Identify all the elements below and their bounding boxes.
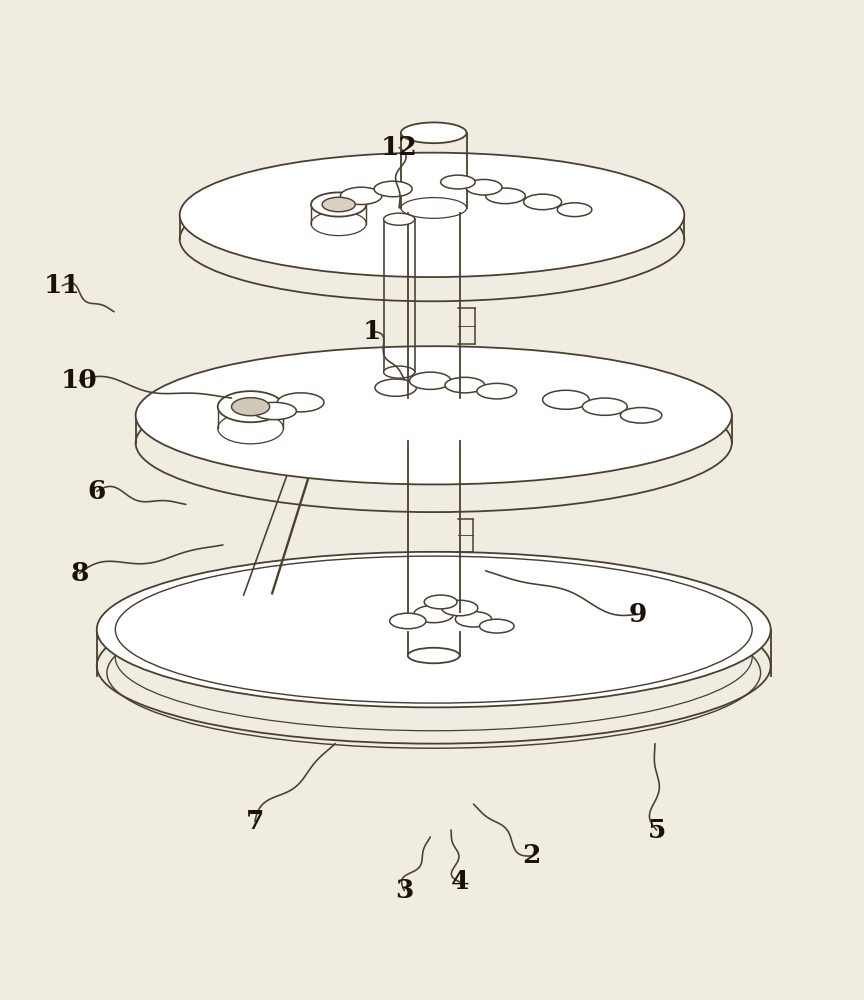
Ellipse shape: [232, 398, 270, 416]
Ellipse shape: [401, 122, 467, 143]
Text: 2: 2: [522, 843, 541, 868]
Ellipse shape: [375, 379, 416, 396]
Text: 1: 1: [362, 319, 381, 344]
Text: 3: 3: [395, 878, 414, 903]
Ellipse shape: [442, 600, 478, 616]
Ellipse shape: [384, 366, 415, 378]
Text: 7: 7: [245, 809, 264, 834]
Ellipse shape: [543, 390, 589, 409]
Ellipse shape: [277, 393, 324, 412]
Ellipse shape: [374, 181, 412, 197]
Text: 9: 9: [628, 602, 647, 627]
Ellipse shape: [441, 175, 475, 189]
Ellipse shape: [410, 372, 451, 389]
Ellipse shape: [322, 197, 355, 212]
Ellipse shape: [97, 552, 771, 707]
Ellipse shape: [445, 377, 485, 393]
Ellipse shape: [524, 194, 562, 210]
Ellipse shape: [480, 619, 514, 633]
Ellipse shape: [384, 213, 415, 225]
Text: 8: 8: [70, 561, 89, 586]
Text: 6: 6: [87, 479, 106, 504]
Ellipse shape: [390, 613, 426, 629]
Ellipse shape: [408, 648, 460, 663]
Ellipse shape: [486, 188, 525, 204]
Text: 12: 12: [381, 135, 417, 160]
Ellipse shape: [340, 187, 382, 205]
Text: 5: 5: [647, 818, 666, 843]
Ellipse shape: [414, 605, 454, 623]
Ellipse shape: [136, 346, 732, 484]
Text: 10: 10: [61, 368, 98, 393]
Ellipse shape: [620, 408, 662, 423]
Ellipse shape: [424, 595, 457, 609]
Text: 11: 11: [44, 273, 80, 298]
Ellipse shape: [311, 192, 366, 217]
Ellipse shape: [218, 391, 283, 422]
Ellipse shape: [466, 179, 502, 195]
Ellipse shape: [180, 153, 684, 277]
Ellipse shape: [477, 383, 517, 399]
Ellipse shape: [455, 611, 492, 627]
Ellipse shape: [582, 398, 627, 415]
Ellipse shape: [253, 402, 296, 420]
Text: 4: 4: [450, 869, 469, 894]
Ellipse shape: [557, 203, 592, 217]
